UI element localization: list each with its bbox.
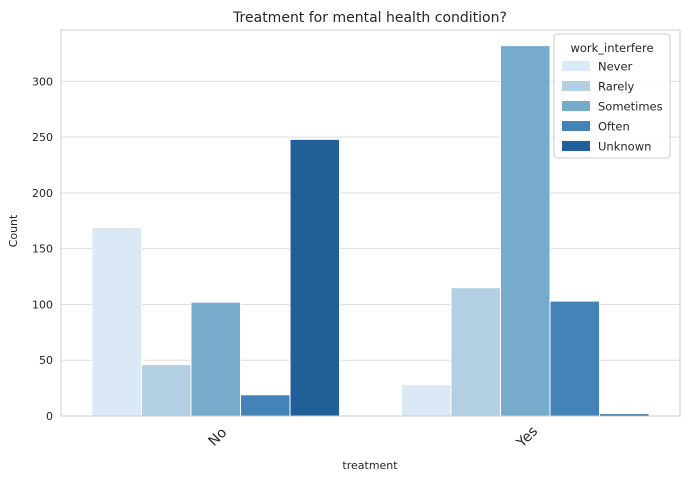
y-tick-label: 150 (32, 243, 53, 256)
legend-label-often: Often (598, 120, 630, 134)
bar-no-often (240, 394, 291, 417)
legend-swatch-often (562, 121, 590, 131)
bar-yes-often (549, 300, 601, 417)
y-tick-label: 250 (32, 131, 53, 144)
legend-swatch-unknown (562, 141, 590, 151)
bar-yes-sometimes (499, 45, 551, 417)
legend-label-rarely: Rarely (598, 80, 635, 94)
y-tick-label: 100 (32, 298, 53, 311)
y-tick-labels: 0 50 100 150 200 250 300 (32, 75, 53, 423)
bar-no-sometimes (190, 301, 242, 417)
legend-swatch-never (562, 61, 590, 71)
legend: work_interfere Never Rarely Sometimes Often… (553, 33, 671, 159)
bar-no-never (91, 226, 142, 417)
y-tick-label: 300 (32, 75, 53, 88)
y-tick-label: 200 (32, 187, 53, 200)
plot-frame (60, 29, 681, 417)
legend-title: work_interfere (570, 41, 653, 55)
bar-yes-never (400, 384, 452, 417)
x-axis-label: treatment (342, 459, 398, 472)
bar-yes-rarely (450, 287, 501, 417)
chart-title: Treatment for mental health condition? (232, 10, 507, 26)
legend-label-sometimes: Sometimes (598, 100, 663, 114)
legend-label-unknown: Unknown (598, 140, 651, 154)
legend-swatch-rarely (562, 81, 590, 91)
bar-no-unknown (289, 138, 341, 417)
y-axis-label: Count (7, 214, 20, 247)
legend-items: Never Rarely Sometimes Often Unknown (562, 60, 663, 154)
y-tick-label: 0 (46, 410, 53, 423)
y-tick-label: 50 (39, 354, 53, 367)
legend-label-never: Never (598, 60, 633, 74)
bar-no-rarely (140, 364, 192, 417)
legend-swatch-sometimes (562, 101, 590, 111)
